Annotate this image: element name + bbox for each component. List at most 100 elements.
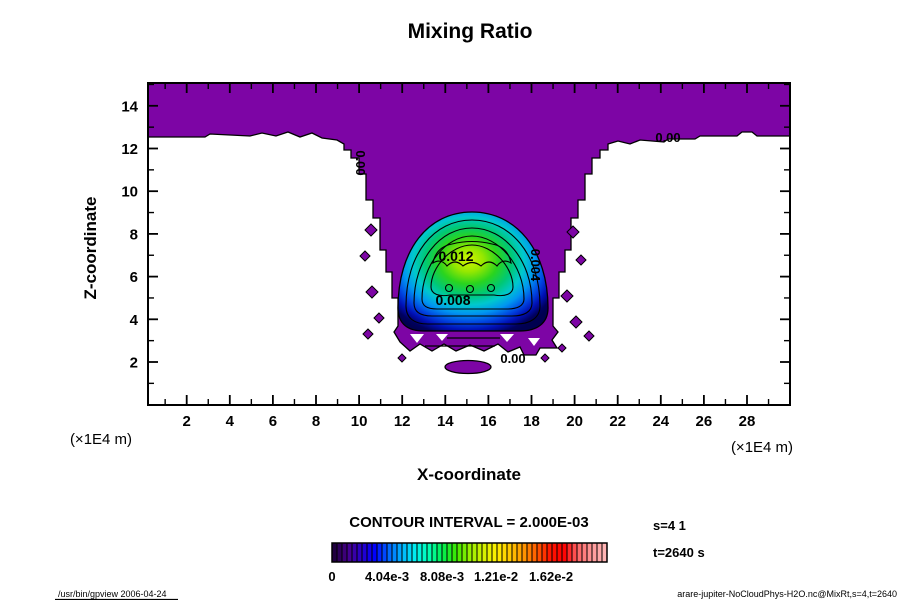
x-axis-unit-right: (×1E4 m) — [731, 439, 793, 456]
contour-rings — [405, 219, 541, 347]
y-tick-label: 4 — [130, 312, 139, 329]
zero-level-fragment — [397, 353, 407, 363]
colorbar-cell — [576, 542, 583, 563]
skirt-hole — [500, 334, 514, 342]
time-annotation: t=2640 s — [653, 545, 705, 560]
colorbar-cell — [476, 542, 483, 563]
x-tick-label: 18 — [523, 413, 540, 430]
colorbar-cell — [581, 542, 588, 563]
colorbar-cell — [381, 542, 388, 563]
x-tick-label: 24 — [652, 413, 669, 430]
x-tick-label: 2 — [183, 413, 191, 430]
x-tick-label: 20 — [566, 413, 583, 430]
colorbar-cell — [411, 542, 418, 563]
zero-level-fragment — [560, 289, 574, 303]
colorbar-cell — [406, 542, 413, 563]
zero-level-fragment — [359, 250, 371, 262]
zero-level-fragment — [365, 285, 379, 299]
y-tick-label: 2 — [130, 355, 138, 372]
plot-frame — [147, 82, 791, 406]
zero-level-fragment — [583, 330, 595, 342]
y-axis-label: Z-coordinate — [81, 197, 100, 300]
x-tick-label: 26 — [696, 413, 713, 430]
contour-eye — [465, 284, 475, 294]
x-tick-label: 12 — [394, 413, 411, 430]
contour-eye — [486, 283, 496, 293]
zero-level-fragment — [364, 223, 378, 237]
x-tick-label: 4 — [226, 413, 235, 430]
colorbar-cell — [356, 542, 363, 563]
zero-level-fragment — [362, 328, 374, 340]
contour-ring-0004 — [405, 219, 541, 325]
footer-datafile: arare-jupiter-NoCloudPhys-H2O.nc@MixRt,s… — [677, 589, 897, 599]
skirt-hole — [528, 338, 540, 346]
colorbar-frame — [331, 542, 608, 563]
colorbar-cell — [496, 542, 503, 563]
colorbar-cell — [481, 542, 488, 563]
x-tick-label: 10 — [351, 413, 368, 430]
contour-label-0012: 0.012 — [438, 248, 473, 264]
colorbar-cell — [431, 542, 438, 563]
chart-title: Mixing Ratio — [408, 20, 533, 43]
zero-level-fragment — [373, 312, 385, 324]
zero-level-fragment — [569, 315, 583, 329]
colorbar-cell — [396, 542, 403, 563]
contour-ring-0006 — [413, 227, 533, 317]
colorbar-cell — [511, 542, 518, 563]
colorbar-cell — [561, 542, 568, 563]
x-tick-label: 14 — [437, 413, 454, 430]
colorbar-cell — [546, 542, 553, 563]
colorbar-cell — [461, 542, 468, 563]
colorbar-cell — [486, 542, 493, 563]
colorbar-cell — [401, 542, 408, 563]
colorbar-tick-label: 1.21e-2 — [474, 569, 518, 584]
contour-label-zero-bottom: 0.00 — [500, 351, 525, 366]
colorbar-cell — [556, 542, 563, 563]
contour-label-zero-left: 0.00 — [353, 150, 368, 175]
colorbar-cell — [456, 542, 463, 563]
colorbar-cell — [586, 542, 593, 563]
colorbar-cell — [361, 542, 368, 563]
colorbar-cell — [471, 542, 478, 563]
colorbar-cell — [491, 542, 498, 563]
colorbar-cell — [351, 542, 358, 563]
colorbar-cell — [341, 542, 348, 563]
y-tick-label: 14 — [121, 98, 138, 115]
x-tick-label: 16 — [480, 413, 497, 430]
x-axis-label: X-coordinate — [417, 465, 521, 484]
x-tick-label: 22 — [609, 413, 626, 430]
colorbar-tick-labels: 0 4.04e-3 8.08e-3 1.21e-2 1.62e-2 — [328, 569, 573, 584]
skirt-hole — [436, 334, 448, 341]
colorbar-cell — [531, 542, 538, 563]
colorbar-cell — [566, 542, 573, 563]
skirt-hole — [410, 334, 424, 343]
colorbar-cell — [446, 542, 453, 563]
colorbar-cell — [596, 542, 603, 563]
colorbar-cell — [551, 542, 558, 563]
x-axis-unit-left: (×1E4 m) — [70, 431, 132, 448]
colorbar-cell — [466, 542, 473, 563]
y-tick-label: 12 — [121, 141, 138, 158]
colorbar-cell — [436, 542, 443, 563]
x-tick-label: 8 — [312, 413, 320, 430]
x-tick-label: 28 — [739, 413, 756, 430]
colorbar-cell — [591, 542, 598, 563]
colorbar-cell — [526, 542, 533, 563]
contour-label-0004: 0.004 — [528, 249, 543, 282]
contour-label-zero-right: 0.00 — [655, 130, 680, 145]
colorbar-cell — [506, 542, 513, 563]
colorbar-cell — [541, 542, 548, 563]
zero-level-fragment — [540, 353, 550, 363]
slice-annotation: s=4 1 — [653, 518, 686, 533]
zero-level-fragment — [575, 254, 587, 266]
contour-label-0008: 0.008 — [435, 292, 470, 308]
colorbar-cell — [346, 542, 353, 563]
zero-level-fragment — [557, 343, 567, 353]
zero-level-fragment — [566, 225, 580, 239]
colorbar-cell — [376, 542, 383, 563]
y-tick-label: 6 — [130, 269, 138, 286]
axis-ticks — [148, 83, 790, 405]
colorbar-tick-label: 4.04e-3 — [365, 569, 409, 584]
